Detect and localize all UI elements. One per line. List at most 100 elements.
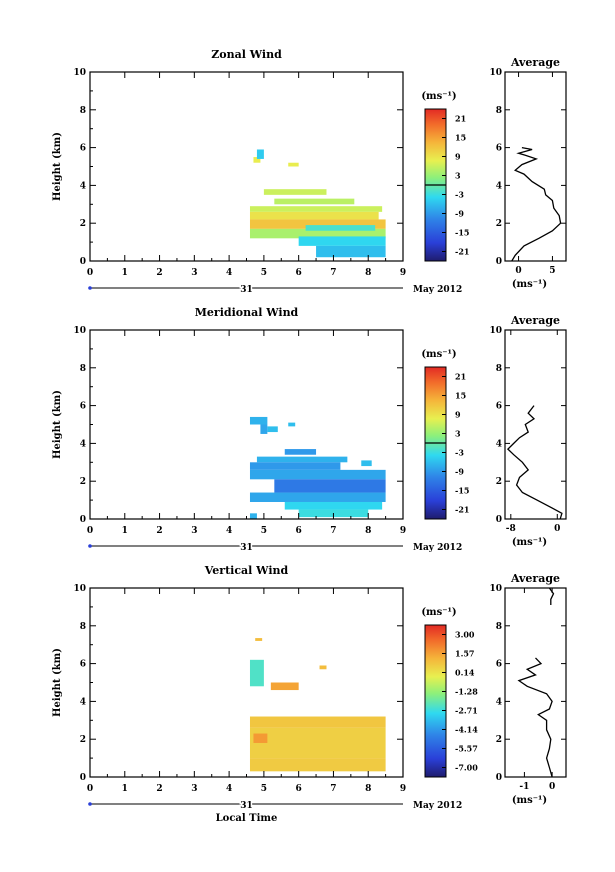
colorbar-tick-label: -9: [455, 209, 464, 219]
x-tick-label: 0: [87, 784, 93, 794]
average-frame: [504, 329, 567, 520]
average-title: Average: [510, 572, 560, 585]
average-title: Average: [510, 56, 560, 69]
heatmap-cell: [298, 236, 386, 246]
average-y-tick-label: 6: [496, 660, 502, 670]
average-frame: [504, 71, 567, 262]
average-x-tick-label: -1: [519, 782, 529, 792]
x-tick-label: 3: [191, 268, 197, 278]
colorbar-unit: (ms⁻¹): [421, 607, 456, 618]
average-x-tick-label: 0: [515, 266, 521, 276]
heatmap-cell: [284, 449, 317, 455]
x-tick-label: 4: [226, 268, 232, 278]
colorbar-tick-label: -2.71: [455, 706, 478, 716]
colorbar-tick-label: -7.00: [455, 763, 478, 773]
x-tick-label: 9: [400, 526, 406, 536]
heatmap-cell: [305, 225, 376, 231]
colorbar-tick-label: -15: [455, 228, 469, 238]
panel-3: Vertical Wind 0 1 2 3 4 5 6 7 8 9 0 2 4 6 8 10 Height (km…: [52, 564, 567, 824]
heatmap-cell: [288, 162, 299, 167]
y-tick-label: 4: [80, 181, 86, 191]
colorbar-tick-label: 3.00: [455, 630, 475, 640]
y-tick-label: 6: [80, 144, 86, 154]
date-day-label: 31: [240, 285, 253, 295]
heatmap-cell: [288, 422, 296, 427]
average-x-tick-label: 5: [549, 266, 555, 276]
heatmap-cell: [274, 198, 355, 205]
heatmap-cell: [263, 189, 327, 195]
x-tick-label: 8: [365, 784, 371, 794]
colorbar-tick-label: 15: [455, 133, 466, 143]
date-month-label: May 2012: [413, 285, 462, 295]
colorbar-tick-label: -3: [455, 190, 464, 200]
colorbar-tick-label: 21: [455, 372, 466, 382]
colorbar-tick-label: 3: [455, 171, 461, 181]
y-tick-label: 4: [80, 697, 86, 707]
date-axis-marker: [88, 544, 92, 548]
heatmap-cell: [253, 157, 261, 163]
date-month-label: May 2012: [413, 543, 462, 553]
y-tick-label: 0: [80, 773, 86, 783]
heatmap-cell: [249, 469, 386, 480]
y-tick-label: 6: [80, 660, 86, 670]
heatmap-cell: [270, 682, 299, 691]
y-tick-label: 0: [80, 515, 86, 525]
colorbar-tick-label: 9: [455, 152, 461, 162]
average-x-tick-label: 0: [554, 524, 560, 534]
heatmap-cell: [361, 460, 372, 467]
heatmap-cell: [316, 245, 386, 258]
average-y-tick-label: 4: [496, 697, 502, 707]
y-tick-label: 8: [80, 364, 86, 374]
average-y-tick-label: 8: [496, 622, 502, 632]
average-y-tick-label: 6: [496, 144, 502, 154]
colorbar: [424, 624, 447, 778]
average-y-tick-label: 10: [489, 68, 502, 78]
average-y-tick-label: 10: [489, 584, 502, 594]
average-y-tick-label: 2: [496, 477, 502, 487]
heatmap-cell: [249, 211, 379, 220]
date-axis-marker: [88, 802, 92, 806]
colorbar-tick-label: -9: [455, 467, 464, 477]
heatmap-cell: [256, 149, 264, 159]
heatmap-cell: [249, 219, 386, 229]
x-tick-label: 3: [191, 526, 197, 536]
x-tick-label: 2: [156, 784, 162, 794]
colorbar-tick-label: -21: [455, 505, 469, 515]
average-x-tick-label: -8: [506, 524, 516, 534]
y-tick-label: 10: [73, 68, 86, 78]
heatmap-cell: [249, 758, 386, 772]
x-tick-label: 9: [400, 784, 406, 794]
x-tick-label: 1: [122, 268, 128, 278]
heatmap-cell: [249, 416, 268, 425]
colorbar-tick-label: -1.28: [455, 687, 478, 697]
average-y-tick-label: 4: [496, 439, 502, 449]
colorbar-tick-label: -4.14: [455, 725, 478, 735]
x-tick-label: 8: [365, 268, 371, 278]
y-tick-label: 10: [73, 584, 86, 594]
x-tick-label: 7: [330, 268, 336, 278]
x-tick-label: 9: [400, 268, 406, 278]
y-tick-label: 2: [80, 735, 86, 745]
date-axis-marker: [88, 286, 92, 290]
x-tick-label: 6: [296, 268, 302, 278]
colorbar-tick-label: -5.57: [455, 744, 478, 754]
heatmap-cell: [249, 228, 386, 239]
x-tick-label: 7: [330, 526, 336, 536]
x-tick-label: 5: [261, 784, 267, 794]
average-y-tick-label: 10: [489, 326, 502, 336]
heatmap-cell: [274, 479, 386, 493]
average-y-tick-label: 6: [496, 402, 502, 412]
panel-title: Zonal Wind: [211, 48, 282, 61]
x-tick-label: 5: [261, 268, 267, 278]
heatmap-cell: [249, 492, 386, 502]
average-y-tick-label: 0: [496, 515, 502, 525]
y-tick-label: 2: [80, 219, 86, 229]
y-tick-label: 0: [80, 257, 86, 267]
x-tick-label: 3: [191, 784, 197, 794]
colorbar-tick-label: 3: [455, 429, 461, 439]
colorbar-tick-label: -15: [455, 486, 469, 496]
average-profile-line: [506, 405, 563, 520]
average-y-tick-label: 8: [496, 106, 502, 116]
y-axis-label: Height (km): [52, 648, 63, 717]
heatmap-cell: [249, 659, 264, 687]
